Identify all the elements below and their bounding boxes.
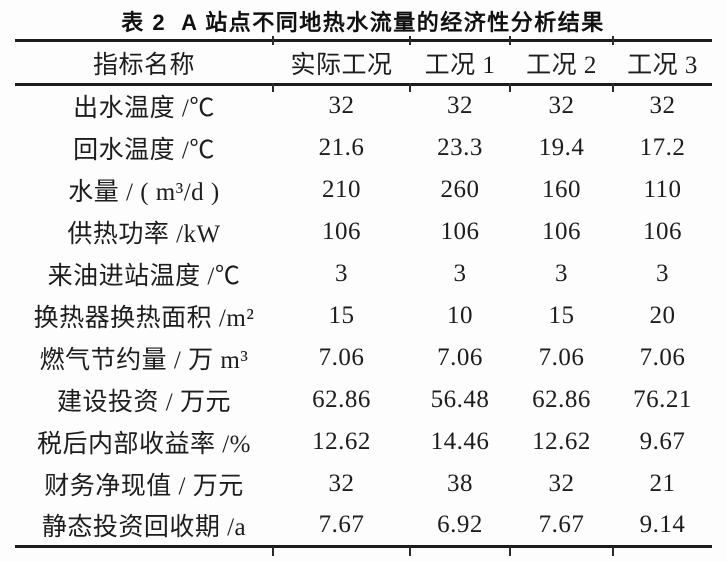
- cell-value: 7.06: [318, 343, 365, 371]
- column-header: 工况 1: [424, 51, 496, 79]
- column-border-tick: [509, 547, 511, 556]
- cell-value: 76.21: [633, 385, 692, 413]
- row-label: 水量 / ( m³/d ): [68, 178, 220, 206]
- table-number: 表 2: [121, 10, 167, 35]
- cell-value: 56.48: [430, 385, 490, 413]
- table-row: 静态投资回收期 /a 7.67 6.92 7.67 9.14: [15, 505, 712, 547]
- column-border-tick: [409, 36, 411, 45]
- column-border-tick: [409, 83, 411, 92]
- table-row: 水量 / ( m³/d ) 210 260 160 110: [15, 169, 712, 211]
- cell-value: 32: [447, 92, 473, 120]
- row-label: 出水温度 /℃: [73, 95, 215, 123]
- column-border-tick: [272, 36, 274, 45]
- row-label: 税后内部收益率 /%: [36, 430, 252, 458]
- cell-value: 106: [643, 217, 682, 245]
- row-label: 换热器换热面积 /m²: [33, 304, 255, 332]
- table-row: 财务净现值 / 万元 32 38 32 21: [15, 463, 712, 505]
- economic-analysis-table: 指标名称 实际工况 工况 1 工况 2 工况 3 出水温度 /℃ 32 32 32 32…: [15, 39, 712, 548]
- column-border-tick: [272, 83, 274, 92]
- cell-value: 62.86: [312, 385, 371, 413]
- cell-value: 32: [548, 469, 575, 497]
- cell-value: 15: [328, 301, 355, 329]
- cell-value: 7.06: [639, 343, 686, 371]
- column-header: 工况 3: [627, 51, 698, 79]
- cell-value: 19.4: [538, 133, 585, 161]
- economic-analysis-table-wrap: 指标名称 实际工况 工况 1 工况 2 工况 3 出水温度 /℃ 32 32 32 32…: [15, 36, 712, 556]
- column-header: 实际工况: [290, 51, 393, 79]
- cell-value: 106: [542, 217, 581, 245]
- table-row: 回水温度 /℃ 21.6 23.3 19.4 17.2: [15, 127, 712, 169]
- cell-value: 110: [643, 175, 682, 203]
- table-title: 表 2 A 站点不同地热水流量的经济性分析结果: [0, 5, 726, 37]
- cell-value: 20: [649, 301, 676, 329]
- cell-value: 12.62: [532, 427, 591, 455]
- column-border-tick: [612, 547, 614, 556]
- column-border-tick: [612, 36, 614, 45]
- cell-value: 38: [447, 469, 473, 497]
- cell-value: 14.46: [430, 427, 490, 455]
- cell-value: 32: [328, 92, 355, 120]
- column-border-tick: [272, 547, 274, 556]
- table-row: 税后内部收益率 /% 12.62 14.46 12.62 9.67: [15, 421, 712, 463]
- cell-value: 12.62: [312, 427, 371, 455]
- table-row: 来油进站温度 /℃ 3 3 3 3: [15, 253, 712, 295]
- cell-value: 106: [322, 217, 361, 245]
- cell-value: 7.67: [538, 510, 585, 538]
- cell-value: 32: [649, 92, 676, 120]
- cell-value: 23.3: [437, 133, 483, 161]
- cell-value: 21: [649, 469, 676, 497]
- cell-value: 7.67: [318, 510, 365, 538]
- cell-value: 32: [328, 469, 355, 497]
- cell-value: 160: [542, 175, 581, 203]
- column-border-tick: [409, 547, 411, 556]
- cell-value: 106: [440, 217, 480, 245]
- header-row: 指标名称 实际工况 工况 1 工况 2 工况 3: [15, 41, 712, 85]
- cell-value: 17.2: [639, 133, 686, 161]
- column-header: 指标名称: [92, 51, 195, 79]
- cell-value: 7.06: [538, 343, 585, 371]
- column-header: 工况 2: [526, 51, 597, 79]
- table-title-text: A 站点不同地热水流量的经济性分析结果: [181, 10, 605, 35]
- cell-value: 62.86: [532, 385, 591, 413]
- table-row: 出水温度 /℃ 32 32 32 32: [15, 85, 712, 127]
- cell-value: 3: [453, 259, 467, 287]
- cell-value: 21.6: [318, 133, 365, 161]
- row-label: 供热功率 /kW: [67, 220, 221, 248]
- row-label: 财务净现值 / 万元: [44, 472, 244, 500]
- table-row: 供热功率 /kW 106 106 106 106: [15, 211, 712, 253]
- column-border-tick: [509, 36, 511, 45]
- row-label: 燃气节约量 / 万 m³: [39, 346, 249, 374]
- cell-value: 32: [548, 92, 575, 120]
- cell-value: 3: [656, 259, 669, 287]
- cell-value: 7.06: [437, 343, 483, 371]
- cell-value: 3: [555, 259, 568, 287]
- cell-value: 9.67: [639, 427, 686, 455]
- row-label: 回水温度 /℃: [73, 136, 215, 164]
- cell-value: 3: [335, 259, 348, 287]
- row-label: 静态投资回收期 /a: [41, 513, 247, 541]
- cell-value: 15: [548, 301, 575, 329]
- cell-value: 6.92: [437, 510, 483, 538]
- column-border-tick: [509, 83, 511, 92]
- row-label: 来油进站温度 /℃: [47, 262, 241, 290]
- table-row: 换热器换热面积 /m² 15 10 15 20: [15, 295, 712, 337]
- row-label: 建设投资 / 万元: [57, 388, 231, 416]
- cell-value: 10: [447, 301, 473, 329]
- cell-value: 260: [440, 175, 480, 203]
- cell-value: 210: [322, 175, 361, 203]
- cell-value: 9.14: [639, 510, 686, 538]
- column-border-tick: [612, 83, 614, 92]
- table-row: 燃气节约量 / 万 m³ 7.06 7.06 7.06 7.06: [15, 337, 712, 379]
- table-row: 建设投资 / 万元 62.86 56.48 62.86 76.21: [15, 379, 712, 421]
